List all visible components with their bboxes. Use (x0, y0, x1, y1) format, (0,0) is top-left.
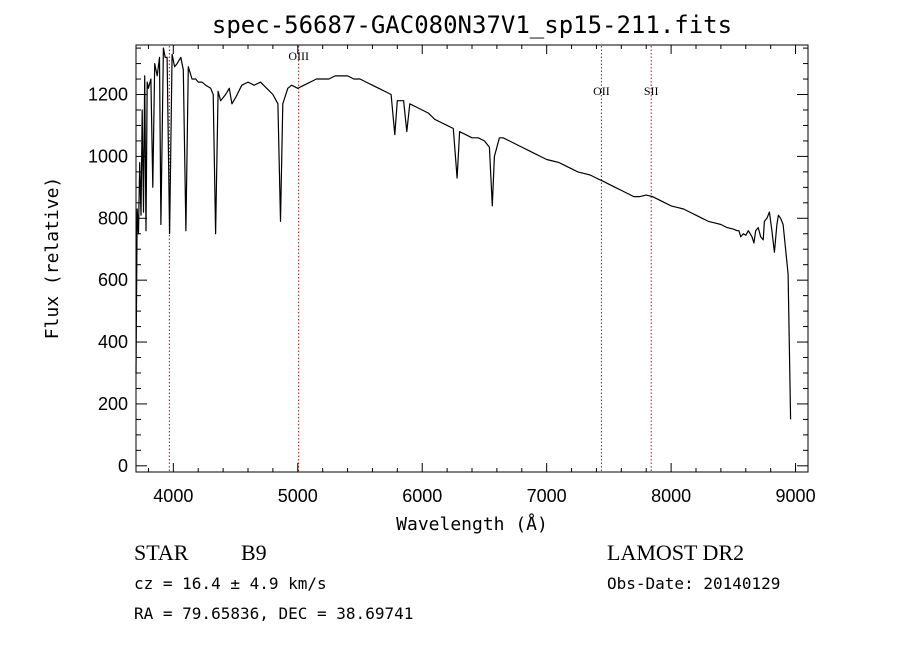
y-tick-label: 200 (98, 394, 128, 414)
coordinates-info: RA = 79.65836, DEC = 38.69741 (134, 604, 413, 623)
x-axis-label: Wavelength (Å) (396, 513, 548, 535)
observation-date: Obs-Date: 20140129 (607, 574, 780, 593)
object-subclass: B9 (241, 540, 267, 565)
y-tick-label: 0 (118, 456, 128, 476)
object-class: STAR (134, 540, 189, 565)
spectrum-line (135, 47, 792, 420)
emission-line-label: OII (593, 84, 610, 98)
redshift-info: cz = 16.4 ± 4.9 km/s (134, 574, 327, 593)
x-tick-label: 9000 (776, 486, 816, 506)
x-tick-label: 4000 (153, 486, 193, 506)
survey-name: LAMOST DR2 (607, 540, 744, 565)
y-tick-label: 400 (98, 332, 128, 352)
chart-title: spec-56687-GAC080N37V1_sp15-211.fits (212, 11, 732, 39)
emission-line-labels: OIII OII SII (288, 49, 658, 98)
emission-line-label: SII (644, 84, 659, 98)
x-tick-label: 8000 (651, 486, 691, 506)
y-tick-label: 600 (98, 270, 128, 290)
y-axis-label: Flux (relative) (42, 177, 63, 340)
y-tick-label: 1200 (88, 85, 128, 105)
y-axis-ticks: 0 200 400 600 800 1000 1200 (88, 47, 808, 476)
x-axis-ticks: 4000 5000 6000 7000 8000 9000 (147, 45, 816, 506)
x-tick-label: 6000 (402, 486, 442, 506)
y-tick-label: 1000 (88, 146, 128, 166)
emission-lines (168, 46, 652, 471)
x-tick-label: 5000 (278, 486, 318, 506)
x-tick-label: 7000 (527, 486, 567, 506)
y-tick-label: 800 (98, 208, 128, 228)
emission-line-label: OIII (288, 49, 309, 63)
